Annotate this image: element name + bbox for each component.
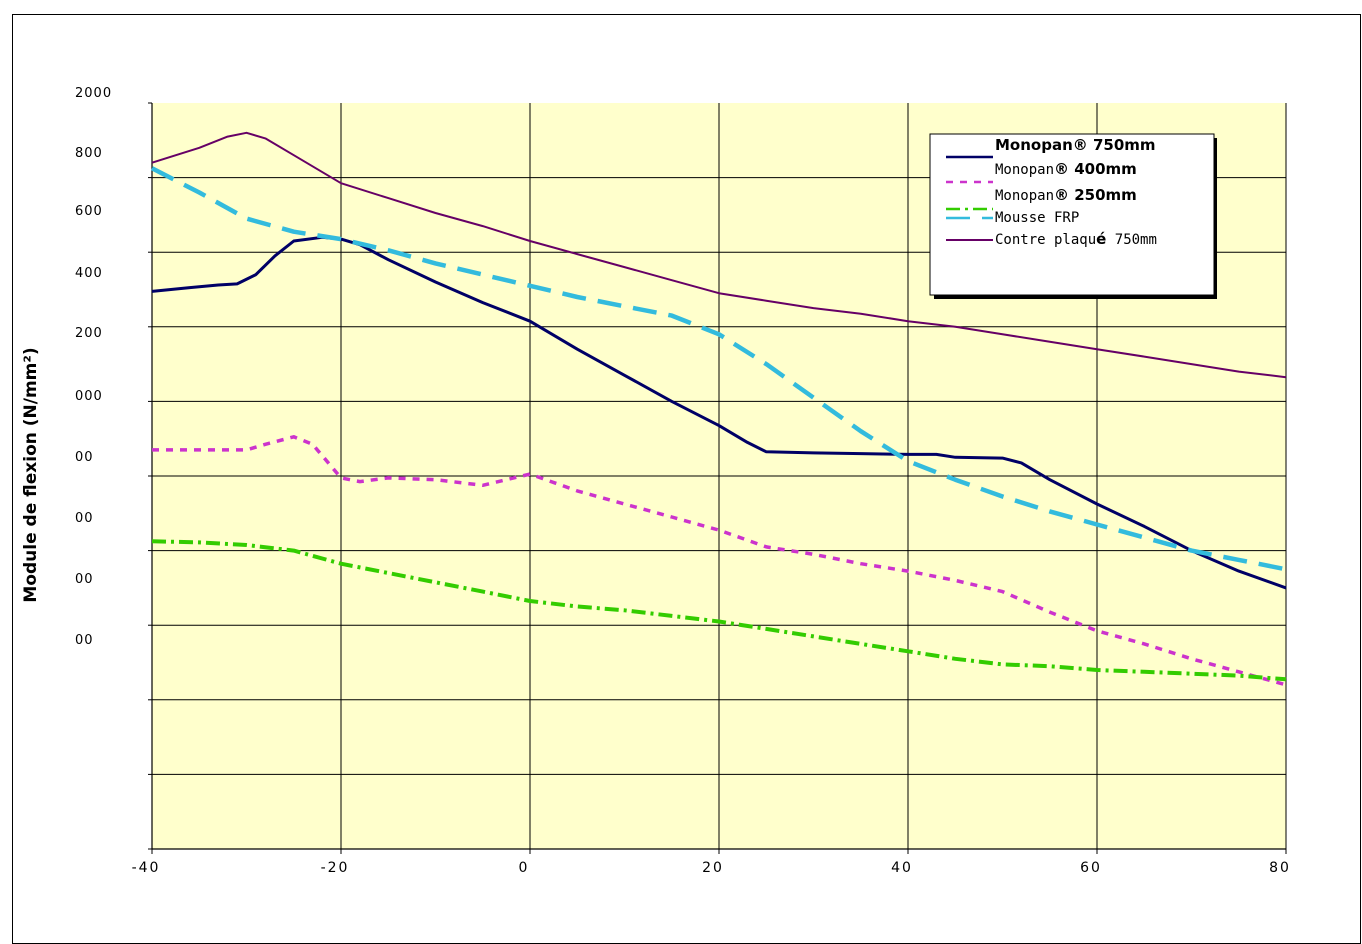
legend-label-part: ® 250mm <box>1054 186 1137 204</box>
y-tick-label: 200 <box>75 326 103 341</box>
series-lines <box>150 131 1287 687</box>
x-tick-label: 0 <box>519 860 530 876</box>
legend-label: Monopan® 750mm <box>995 136 1156 154</box>
x-tick-labels: -40 -20 0 20 40 60 80 <box>132 860 1291 876</box>
legend-label: Monopan® 400mm <box>995 160 1137 178</box>
x-tick-label: 40 <box>891 860 913 876</box>
series-line <box>151 131 1287 379</box>
legend-label-part: Monopan <box>995 188 1054 204</box>
y-tick-label: 2000 <box>75 86 112 101</box>
legend-label-part: ® 400mm <box>1054 160 1137 178</box>
legend-label-part: é <box>1096 230 1106 248</box>
y-tick-label: 00 <box>75 633 94 648</box>
x-tick-label: -40 <box>132 860 161 876</box>
legend-label-part: Monopan® 750mm <box>995 136 1156 154</box>
series-line <box>152 435 1287 687</box>
x-tick-label: 80 <box>1269 860 1291 876</box>
axes <box>148 102 1287 854</box>
series-line <box>151 235 1287 590</box>
legend-label: Contre plaqué 750mm <box>995 230 1157 248</box>
y-axis-label: Module de flexion (N/mm²) <box>21 347 41 603</box>
legend-box <box>929 133 1215 296</box>
legend-label: Mousse FRP <box>995 210 1079 226</box>
y-tick-label: 00 <box>75 572 94 587</box>
legend-label-part: Mousse FRP <box>995 210 1079 226</box>
legend-label-part: 750mm <box>1106 232 1157 248</box>
y-tick-label: 400 <box>75 266 103 281</box>
legend-label-part: Contre plaqu <box>995 232 1096 248</box>
legend-label: Monopan® 250mm <box>995 186 1137 204</box>
x-tick-label: -20 <box>321 860 350 876</box>
series-line <box>151 539 1287 682</box>
x-tick-label: 20 <box>702 860 724 876</box>
y-tick-label: 00 <box>75 450 94 465</box>
series-line <box>150 166 1287 572</box>
y-tick-label: 800 <box>75 146 103 161</box>
y-tick-label: 600 <box>75 204 103 219</box>
legend-label-part: Monopan <box>995 162 1054 178</box>
y-tick-label: 00 <box>75 511 94 526</box>
x-tick-label: 60 <box>1080 860 1102 876</box>
y-tick-label: 000 <box>75 389 103 404</box>
